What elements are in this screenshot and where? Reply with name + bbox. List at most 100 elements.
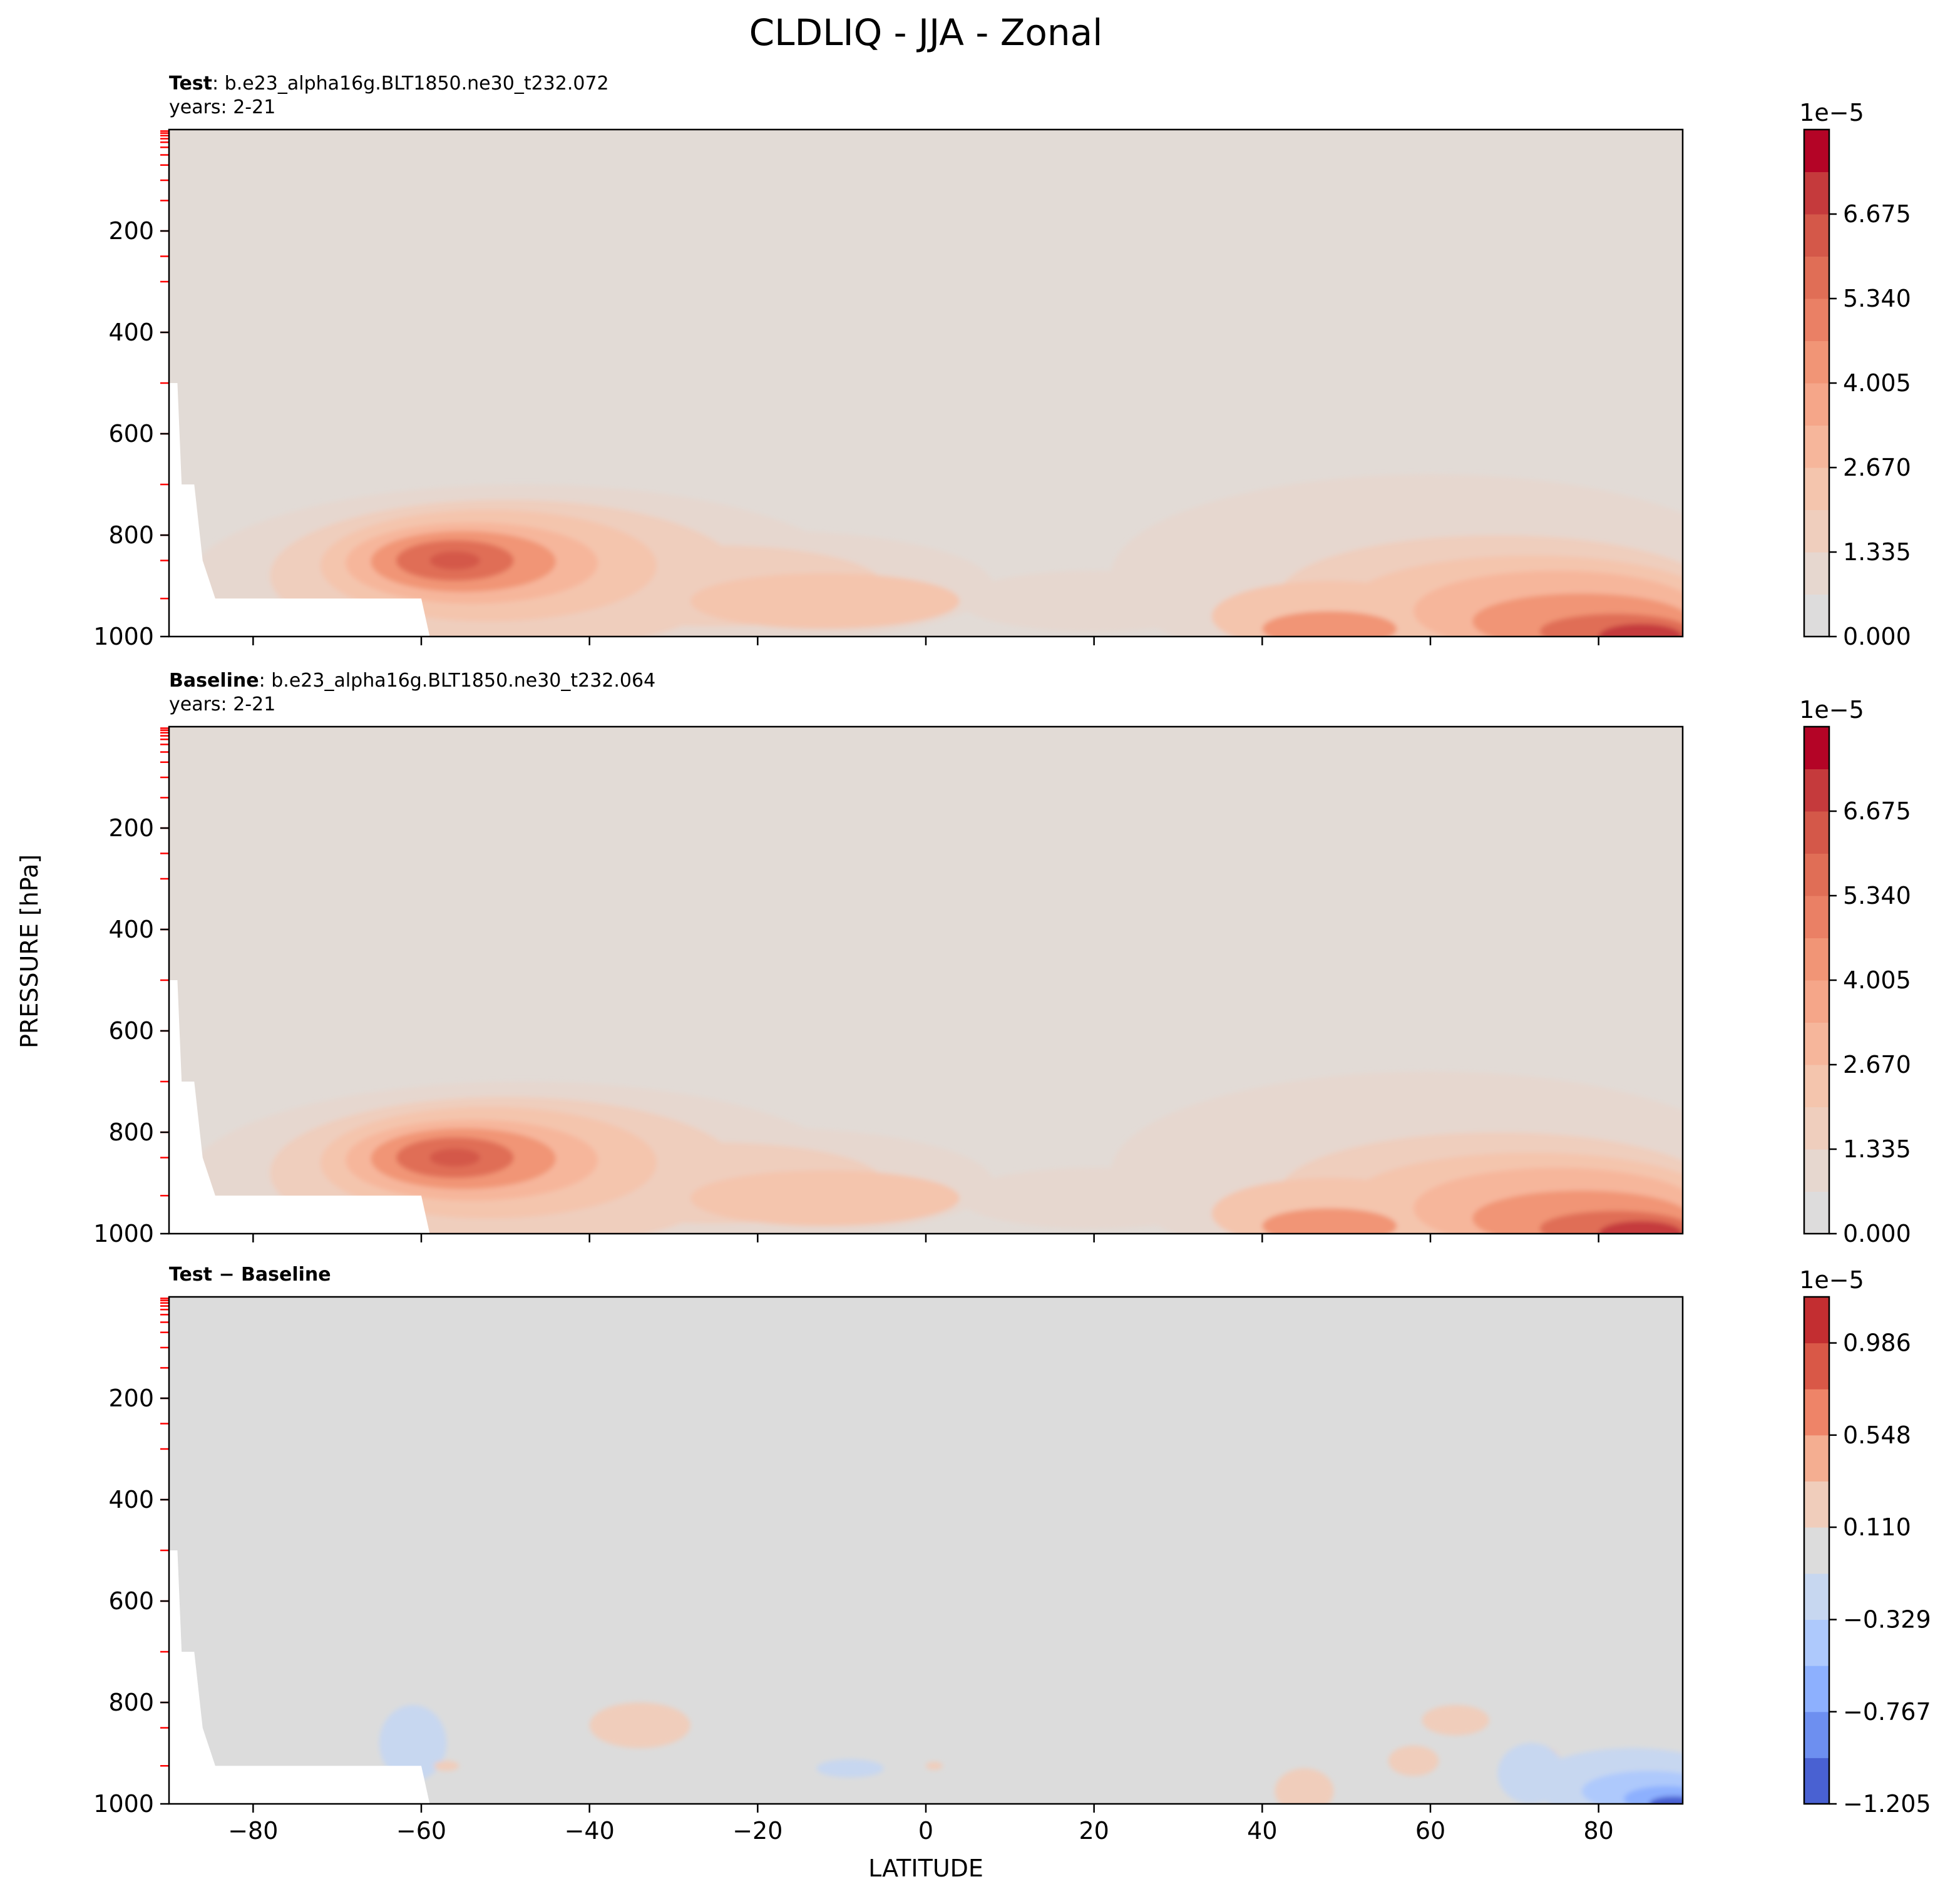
colorbar-segment [1804,896,1829,938]
colorbar-tick-label: 0.986 [1843,1329,1911,1357]
x-tick-label: 60 [1415,1817,1445,1845]
y-tick-label: 200 [108,814,154,842]
colorbar-segment [1804,1149,1829,1192]
y-axis: 200 400 600 800 1000 [93,814,169,1247]
x-tick-label: −60 [396,1817,446,1845]
colorbar-tick-label: 4.005 [1843,369,1911,397]
colorbar-tick-label: 0.548 [1843,1421,1911,1449]
y-tick-label: 1000 [93,1790,154,1818]
panel-title: Test − Baseline [169,1264,331,1286]
x-tick-label: 20 [1079,1817,1109,1845]
terrain-mask [169,980,430,1234]
x-tick-label: −40 [565,1817,615,1845]
anomaly-positive [926,1761,943,1770]
colorbar-segment [1804,299,1829,341]
colorbar-segment [1804,980,1829,1023]
y-tick-label: 1000 [93,623,154,650]
y-tick-label: 600 [108,420,154,448]
y-tick-label: 1000 [93,1220,154,1247]
terrain-mask [169,1550,430,1804]
colorbar-segment [1804,1666,1829,1712]
colorbar-segment [1804,1107,1829,1150]
colorbar-tick-label: −0.329 [1843,1606,1931,1634]
anomaly-positive [434,1761,459,1771]
y-axis: 200 400 600 800 1000 [93,1385,169,1818]
colorbar-exponent: 1e−5 [1799,696,1864,724]
panel-test: Test: b.e23_alpha16g.BLT1850.ne30_t232.0… [93,73,1911,650]
colorbar: 0.000 1.335 2.670 4.005 5.340 6.675 1e−5 [1799,696,1911,1247]
panel-title-bold: Test [169,73,212,95]
contour-level-3 [690,573,960,629]
colorbar-segment [1804,1481,1829,1528]
y-axis: 200 400 600 800 1000 [93,217,169,650]
colorbar-tick-label: 1.335 [1843,1135,1911,1163]
anomaly-negative [816,1759,884,1778]
colorbar-segment [1804,1619,1829,1666]
y-tick-label: 200 [108,217,154,245]
colorbar-segment [1804,594,1829,637]
contour-level-10 [1598,1221,1683,1234]
colorbar-tick-label: 6.675 [1843,797,1911,825]
panel-title-rest: : b.e23_alpha16g.BLT1850.ne30_t232.064 [259,670,656,692]
colorbar-segment [1804,425,1829,468]
colorbar-tick-label: 2.670 [1843,1051,1911,1078]
colorbar-tick-label: 5.340 [1843,882,1911,909]
y-tick-label: 400 [108,916,154,943]
x-tick-label: 80 [1583,1817,1613,1845]
contour-level-1 [959,570,1229,632]
contour-field [379,1702,1683,1804]
panel-title: Baseline: b.e23_alpha16g.BLT1850.ne30_t2… [169,670,655,692]
x-tick-label: 0 [918,1817,933,1845]
panel-baseline: Baseline: b.e23_alpha16g.BLT1850.ne30_t2… [93,670,1911,1247]
y-tick-label: 400 [108,319,154,346]
contour-level-6 [1262,611,1397,637]
model-level-ticks [160,727,169,1197]
colorbar-segment [1804,811,1829,854]
anomaly-positive [1388,1745,1439,1776]
x-axis: −80 −60 −40 −20 0 20 40 60 80 [228,1804,1614,1845]
colorbar-segment [1804,1065,1829,1107]
colorbar-tick-label: 4.005 [1843,966,1911,994]
contour-level-9 [429,1148,481,1167]
anomaly-negative [1649,1796,1683,1804]
contour-level-6 [1262,1208,1397,1234]
panel-title-rest: : b.e23_alpha16g.BLT1850.ne30_t232.072 [212,73,609,95]
colorbar-tick-label: 0.000 [1843,623,1911,650]
colorbar: 0.000 1.335 2.670 4.005 5.340 6.675 1e−5 [1799,99,1911,650]
colorbar-segment [1804,130,1829,172]
colorbar-segment [1804,383,1829,426]
colorbar-segment [1804,1297,1829,1344]
colorbar-segment [1804,1435,1829,1482]
colorbar-segment [1804,214,1829,257]
colorbar-tick-label: 1.335 [1843,538,1911,566]
colorbar-segment [1804,256,1829,299]
colorbar-segment [1804,1389,1829,1436]
model-level-ticks [160,1298,169,1767]
colorbar: −1.205 −0.767 −0.329 0.110 0.548 0.986 1e−5 [1799,1266,1931,1818]
colorbar-segment [1804,340,1829,384]
x-axis-label: LATITUDE [868,1855,983,1882]
y-tick-label: 200 [108,1385,154,1412]
y-tick-label: 800 [108,1118,154,1146]
colorbar-tick-label: 5.340 [1843,285,1911,312]
contour-level-9 [429,551,481,570]
colorbar-segment [1804,1758,1829,1804]
contour-field [186,474,1683,637]
y-tick-label: 800 [108,521,154,549]
contour-level-3 [690,1170,960,1226]
colorbar-tick-label: 0.000 [1843,1220,1911,1247]
colorbar-tick-label: 2.670 [1843,454,1911,481]
colorbar-segment [1804,1191,1829,1234]
x-axis [252,1234,1599,1242]
colorbar-segment [1804,1711,1829,1758]
contour-level-1 [959,1167,1229,1229]
colorbar-segment [1804,1527,1829,1574]
model-level-ticks [160,130,169,600]
colorbar-segment [1804,1573,1829,1620]
x-axis [252,637,1599,645]
colorbar-segment [1804,1343,1829,1390]
panel-title-bold: Baseline [169,670,259,692]
colorbar-segment [1804,1022,1829,1065]
